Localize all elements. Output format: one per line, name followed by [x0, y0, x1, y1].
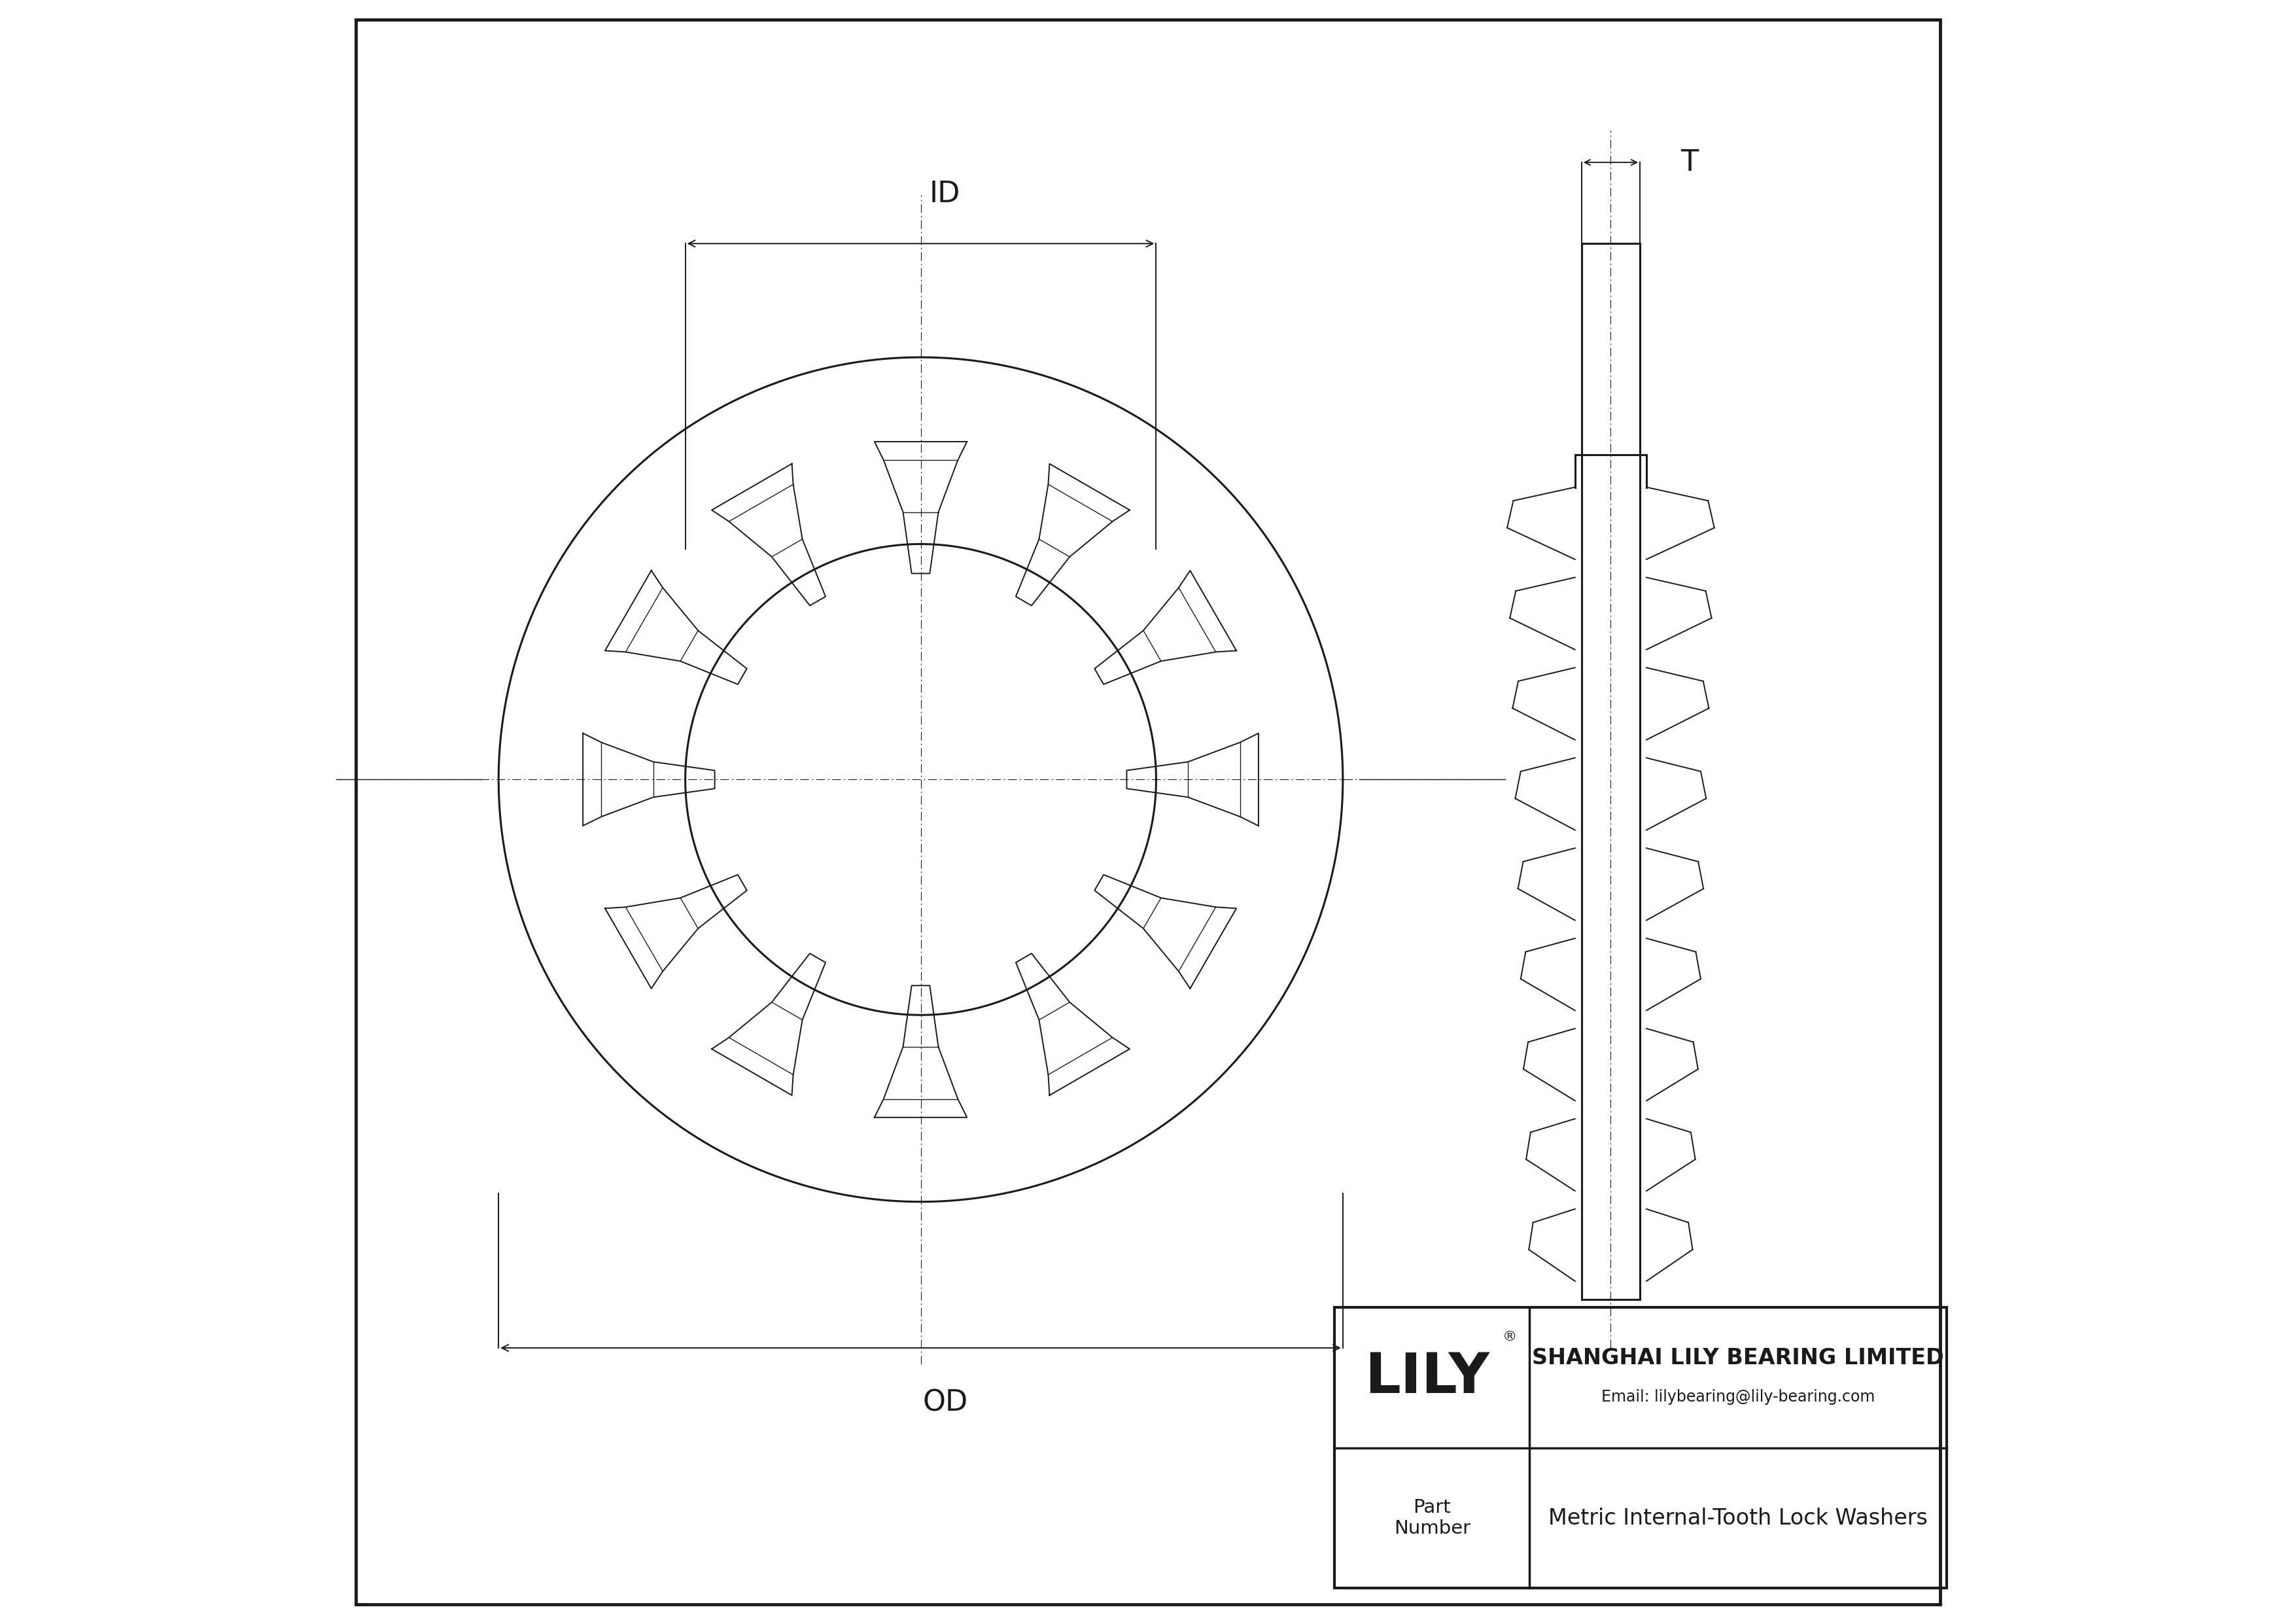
Text: Metric Internal-Tooth Lock Washers: Metric Internal-Tooth Lock Washers [1548, 1507, 1929, 1528]
Text: LILY: LILY [1364, 1351, 1490, 1405]
Text: Part
Number: Part Number [1394, 1499, 1469, 1538]
Text: ®: ® [1504, 1330, 1518, 1343]
Text: ID: ID [930, 180, 960, 208]
Text: SHANGHAI LILY BEARING LIMITED: SHANGHAI LILY BEARING LIMITED [1531, 1348, 1945, 1369]
Text: T: T [1681, 148, 1699, 177]
Text: OD: OD [923, 1389, 967, 1416]
Text: Email: lilybearing@lily-bearing.com: Email: lilybearing@lily-bearing.com [1600, 1389, 1876, 1405]
FancyBboxPatch shape [1334, 1307, 1947, 1588]
